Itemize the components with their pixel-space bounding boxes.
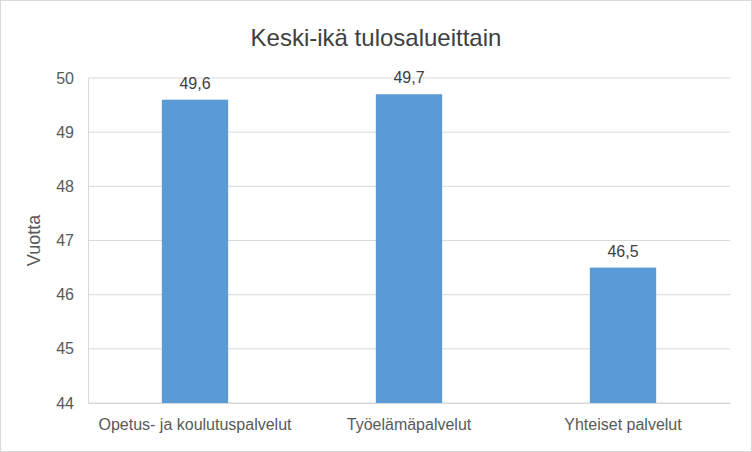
- title: Keski-ikä tulosalueittain: [251, 24, 502, 51]
- x-axis-line: [89, 403, 731, 404]
- bars: [162, 94, 656, 403]
- chart: Keski-ikä tulosalueittain 44 45 46 47 48 49 50 O…: [0, 0, 752, 452]
- y-tick: 48: [56, 178, 88, 195]
- bar: [162, 100, 228, 403]
- y-tick-label: 50: [56, 70, 74, 87]
- chart-border: [1, 1, 752, 452]
- grid: [88, 78, 730, 403]
- bar: [376, 94, 442, 403]
- x-tick: Yhteiset palvelut: [564, 403, 682, 433]
- bar: [590, 268, 656, 403]
- plot: 44 45 46 47 48 49 50 Opetus- ja koulutuspalvelu…: [56, 69, 730, 433]
- y-axis-line: [88, 79, 89, 404]
- y-tick-label: 46: [56, 286, 74, 303]
- y-tick: 49: [56, 124, 88, 141]
- y-tick-label: 44: [56, 395, 74, 412]
- x-tick: Työelämäpalvelut: [347, 403, 472, 433]
- x-tick-label: Yhteiset palvelut: [564, 416, 682, 433]
- y-tick: 50: [56, 70, 88, 87]
- y-tick: 44: [56, 395, 88, 412]
- y-tick: 45: [56, 340, 88, 357]
- y-tick-label: 49: [56, 124, 74, 141]
- y-tick: 47: [56, 232, 88, 249]
- data-label: 49,7: [393, 69, 424, 86]
- data-labels: 49,6 49,7 46,5: [179, 69, 638, 259]
- x-axis: Opetus- ja koulutuspalvelut Työelämäpalve…: [89, 403, 731, 433]
- x-tick-label: Opetus- ja koulutuspalvelut: [99, 416, 293, 433]
- x-tick: Opetus- ja koulutuspalvelut: [99, 403, 293, 433]
- y-tick-label: 47: [56, 232, 74, 249]
- y-tick: 46: [56, 286, 88, 303]
- y-tick-label: 45: [56, 340, 74, 357]
- x-tick-label: Työelämäpalvelut: [347, 416, 472, 433]
- data-label: 46,5: [607, 243, 638, 260]
- y-axis: 44 45 46 47 48 49 50: [56, 70, 88, 412]
- data-label: 49,6: [179, 75, 210, 92]
- y-tick-label: 48: [56, 178, 74, 195]
- y-axis-title: Vuotta: [24, 214, 44, 266]
